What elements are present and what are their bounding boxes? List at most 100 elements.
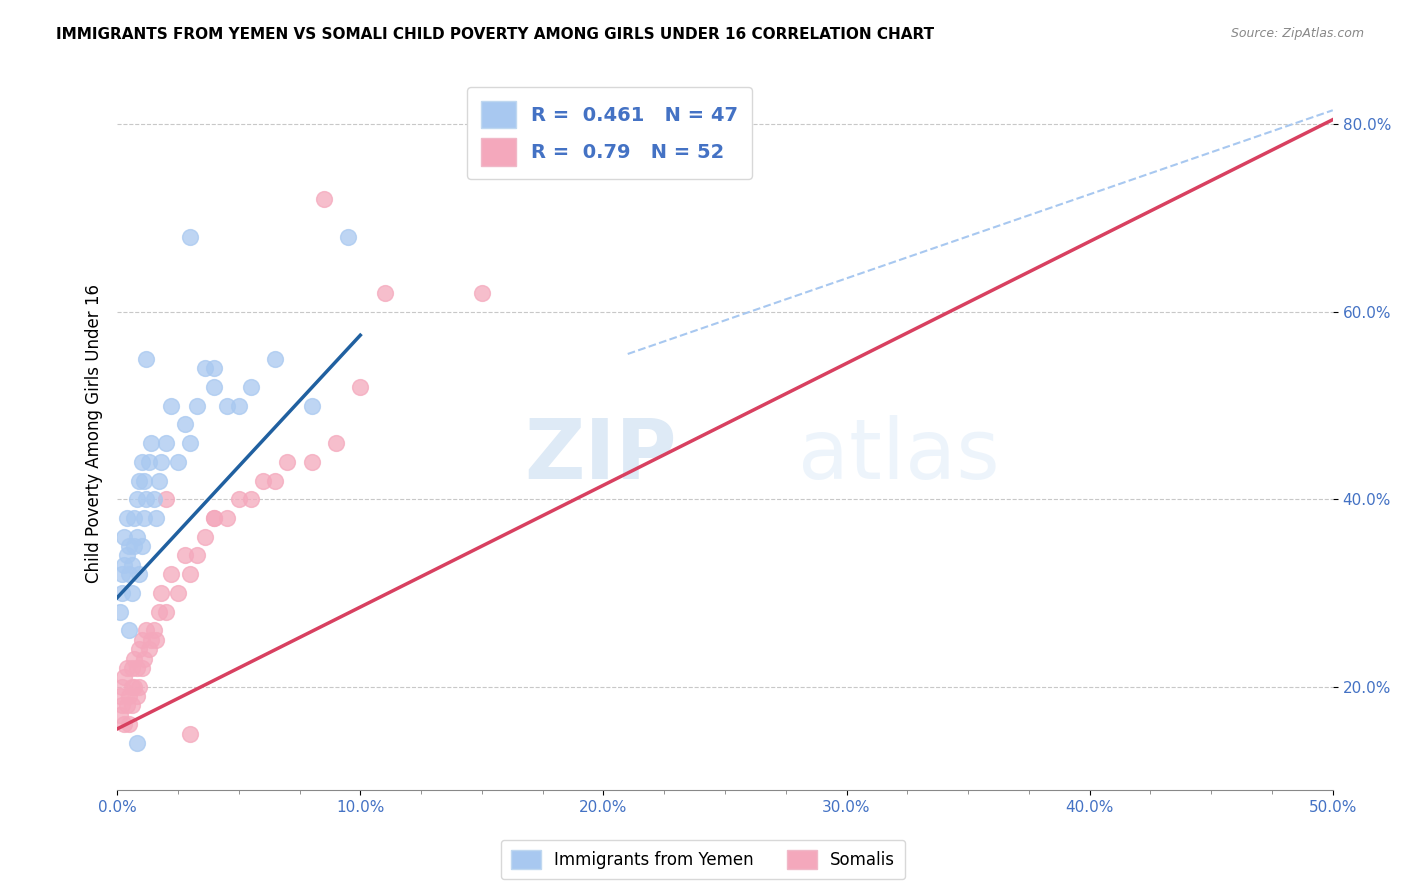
Point [114, 558, 136, 572]
Text: Source: ZipAtlas.com: Source: ZipAtlas.com [1230, 27, 1364, 40]
Point [111, 680, 134, 694]
Point [115, 698, 138, 713]
Point [122, 539, 145, 553]
Point [128, 642, 150, 657]
Point [204, 511, 226, 525]
Point [337, 229, 360, 244]
Point [108, 707, 131, 722]
Y-axis label: Child Poverty Among Girls Under 16: Child Poverty Among Girls Under 16 [86, 285, 103, 583]
Point [125, 661, 148, 675]
Point [131, 539, 153, 553]
Point [179, 726, 201, 740]
Point [114, 717, 136, 731]
Point [167, 455, 190, 469]
Point [312, 192, 335, 206]
Point [174, 549, 197, 563]
Point [114, 670, 136, 684]
Point [204, 511, 226, 525]
Point [239, 380, 262, 394]
Point [108, 605, 131, 619]
Point [142, 624, 165, 638]
Point [111, 567, 134, 582]
Point [186, 549, 208, 563]
Point [121, 586, 143, 600]
Point [264, 351, 287, 366]
Point [145, 511, 167, 525]
Point [301, 399, 323, 413]
Legend: R =  0.461   N = 47, R =  0.79   N = 52: R = 0.461 N = 47, R = 0.79 N = 52 [467, 87, 752, 179]
Point [155, 436, 177, 450]
Point [125, 689, 148, 703]
Point [148, 605, 170, 619]
Point [215, 511, 238, 525]
Point [111, 586, 134, 600]
Point [159, 399, 181, 413]
Point [132, 651, 155, 665]
Point [115, 549, 138, 563]
Point [132, 511, 155, 525]
Point [115, 661, 138, 675]
Point [121, 680, 143, 694]
Point [276, 455, 298, 469]
Point [186, 399, 208, 413]
Point [141, 632, 163, 647]
Point [121, 698, 143, 713]
Point [125, 492, 148, 507]
Point [204, 361, 226, 376]
Point [131, 455, 153, 469]
Point [194, 530, 217, 544]
Point [132, 474, 155, 488]
Point [174, 417, 197, 432]
Point [155, 605, 177, 619]
Point [135, 624, 157, 638]
Point [135, 351, 157, 366]
Point [138, 455, 160, 469]
Point [118, 567, 141, 582]
Point [118, 689, 141, 703]
Point [135, 492, 157, 507]
Point [155, 492, 177, 507]
Point [301, 455, 323, 469]
Point [131, 632, 153, 647]
Legend: Immigrants from Yemen, Somalis: Immigrants from Yemen, Somalis [501, 840, 905, 880]
Point [122, 511, 145, 525]
Point [115, 511, 138, 525]
Point [204, 380, 226, 394]
Point [118, 539, 141, 553]
Point [325, 436, 347, 450]
Point [374, 286, 396, 301]
Point [239, 492, 262, 507]
Point [128, 567, 150, 582]
Point [108, 689, 131, 703]
Point [122, 680, 145, 694]
Point [215, 399, 238, 413]
Point [118, 717, 141, 731]
Point [252, 474, 274, 488]
Text: atlas: atlas [799, 415, 1000, 496]
Point [149, 455, 172, 469]
Point [111, 698, 134, 713]
Point [138, 642, 160, 657]
Point [128, 474, 150, 488]
Text: IMMIGRANTS FROM YEMEN VS SOMALI CHILD POVERTY AMONG GIRLS UNDER 16 CORRELATION C: IMMIGRANTS FROM YEMEN VS SOMALI CHILD PO… [56, 27, 935, 42]
Point [228, 492, 250, 507]
Point [194, 361, 217, 376]
Point [179, 229, 201, 244]
Point [118, 624, 141, 638]
Point [179, 436, 201, 450]
Point [471, 286, 494, 301]
Point [349, 380, 371, 394]
Point [125, 736, 148, 750]
Point [149, 586, 172, 600]
Point [141, 436, 163, 450]
Point [131, 661, 153, 675]
Point [179, 567, 201, 582]
Point [159, 567, 181, 582]
Point [142, 492, 165, 507]
Point [125, 530, 148, 544]
Point [121, 661, 143, 675]
Point [114, 530, 136, 544]
Point [128, 680, 150, 694]
Point [122, 651, 145, 665]
Point [148, 474, 170, 488]
